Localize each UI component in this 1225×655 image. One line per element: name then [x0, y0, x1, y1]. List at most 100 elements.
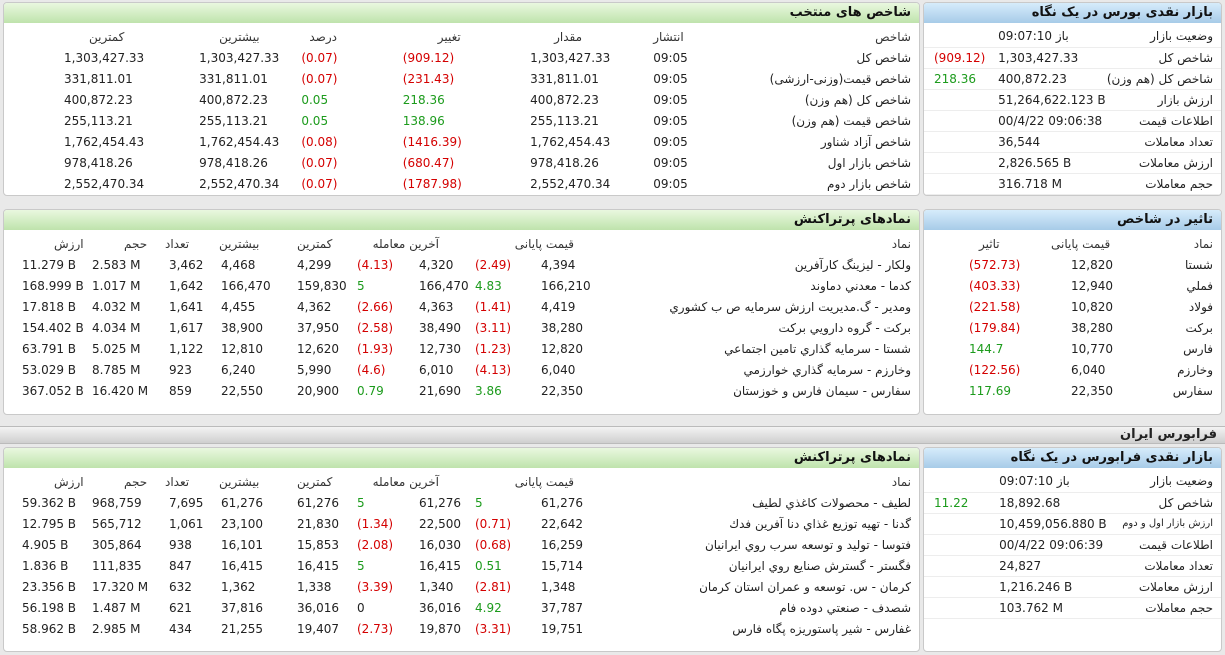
trade-value: 154.402 B	[22, 320, 84, 335]
index-name-link[interactable]: شاخص قیمت(وزنی-ارزشی)	[769, 71, 911, 86]
index-high: 978,418.26	[199, 155, 268, 170]
summary-row: تعداد معاملات 36,544	[924, 131, 1221, 153]
symbol-link[interactable]: فگستر - گسترش صنايع روي ايرانيان	[728, 558, 911, 573]
index-name-link[interactable]: شاخص کل (هم وزن)	[804, 92, 911, 107]
index-value: 400,872.23	[530, 92, 599, 107]
symbol-link[interactable]: ومدير - گ.مديريت ارزش سرمايه ص ب كشوري	[669, 299, 911, 314]
trending-row[interactable]: فگستر - گسترش صنايع روي ايرانيان 15,714 0.…	[4, 555, 919, 576]
summary-value: 00/4/22 09:06:38	[988, 110, 1106, 132]
trending-row[interactable]: گدنا - تهيه توزيع غذاي دنا آفرين فدك 22,6…	[4, 513, 919, 534]
trending-row[interactable]: بركت - گروه دارويي بركت 38,280 (3.11) 38,49…	[4, 317, 919, 338]
index-change: (909.12)	[402, 50, 455, 65]
trade-count: 859	[169, 383, 192, 398]
symbol-link[interactable]: وخارزم - سرمايه گذاري خوارزمي	[743, 362, 911, 377]
index-name-link[interactable]: شاخص بازار دوم	[827, 176, 911, 191]
selected-indices-table: شاخص انتشار مقدار تغییر درصد بیشترین کمت…	[4, 26, 919, 194]
symbol-link[interactable]: بركت	[1185, 320, 1213, 335]
summary-row: اطلاعات قیمت 00/4/22 09:06:39	[924, 534, 1221, 556]
trending-row[interactable]: كدما - معدني دماوند 166,210 4.83 166,470 5 15…	[4, 275, 919, 296]
symbol-link[interactable]: فولاد	[1188, 299, 1213, 314]
trade-count: 923	[169, 362, 192, 377]
impact-row[interactable]: فولاد 10,820 (221.58)	[924, 296, 1221, 317]
index-name-link[interactable]: شاخص قیمت (هم وزن)	[791, 113, 911, 128]
trending-row[interactable]: غفارس - شير پاستوريزه پگاه فارس 19,751 (3.…	[4, 618, 919, 639]
summary-change	[924, 26, 989, 48]
impact-row[interactable]: فارس 10,770 144.7	[924, 338, 1221, 359]
index-percent: (0.07)	[301, 176, 338, 191]
last-trade-price: 21,690	[419, 383, 461, 398]
symbol-link[interactable]: غفارس - شير پاستوريزه پگاه فارس	[732, 621, 911, 636]
index-row[interactable]: شاخص کل 09:05 1,303,427.33 (909.12) (0.07) 1,…	[4, 47, 919, 68]
trending-row[interactable]: شصدف - صنعتي دوده فام 37,787 4.92 36,016 0 36…	[4, 597, 919, 618]
last-trade-price: 166,470	[419, 278, 469, 293]
col-header-change: تغییر	[437, 29, 461, 44]
trending-row[interactable]: وخارزم - سرمايه گذاري خوارزمي 6,040 (4.13)…	[4, 359, 919, 380]
trade-count: 434	[169, 621, 192, 636]
symbol-link[interactable]: ولكار - ليزينگ كارآفرين	[794, 257, 911, 272]
symbol-link[interactable]: بركت - گروه دارويي بركت	[778, 320, 911, 335]
close-price: 4,394	[541, 257, 576, 272]
summary-row: حجم معاملات 316.718 M	[924, 173, 1221, 195]
trade-volume: 305,864	[92, 537, 142, 552]
index-row[interactable]: شاخص آزاد شناور 09:05 1,762,454.43 (1416.39…	[4, 131, 919, 152]
index-row[interactable]: شاخص کل (هم وزن) 09:05 400,872.23 218.36 0.0…	[4, 89, 919, 110]
trade-count: 1,122	[169, 341, 204, 356]
index-change: (1787.98)	[402, 176, 462, 191]
symbol-link[interactable]: لطيف - محصولات كاغذي لطيف	[752, 495, 911, 510]
symbol-link[interactable]: سفارس	[1172, 383, 1213, 398]
trade-count: 3,462	[169, 257, 204, 272]
summary-value: 36,544	[988, 131, 1106, 153]
symbol-link[interactable]: سفارس - سيمان فارس و خوزستان	[733, 383, 911, 398]
bourse-trending-panel: نمادهای پرتراکنش نماد قیمت پایانی آخرین …	[3, 209, 920, 415]
impact-value: 144.7	[969, 341, 1004, 356]
trending-row[interactable]: لطيف - محصولات كاغذي لطيف 61,276 5 61,276 5 6…	[4, 492, 919, 513]
symbol-link[interactable]: فملي	[1186, 278, 1213, 293]
trending-row[interactable]: ومدير - گ.مديريت ارزش سرمايه ص ب كشوري 4,…	[4, 296, 919, 317]
index-row[interactable]: شاخص بازار اول 09:05 978,418.26 (680.47) (0.…	[4, 152, 919, 173]
trade-value: 56.198 B	[22, 600, 77, 615]
trade-volume: 111,835	[92, 558, 142, 573]
impact-row[interactable]: شستا 12,820 (572.73)	[924, 254, 1221, 275]
symbol-link[interactable]: كدما - معدني دماوند	[810, 278, 911, 293]
index-time: 09:05	[653, 176, 688, 191]
summary-label: شاخص کل (هم وزن)	[1105, 68, 1221, 90]
impact-row[interactable]: فملي 12,940 (403.33)	[924, 275, 1221, 296]
symbol-link[interactable]: شستا	[1184, 257, 1213, 272]
index-row[interactable]: شاخص قیمت(وزنی-ارزشی) 09:05 331,811.01 (231…	[4, 68, 919, 89]
close-price: 22,350	[541, 383, 583, 398]
trade-volume: 4.034 M	[92, 320, 141, 335]
symbol-link[interactable]: شصدف - صنعتي دوده فام	[779, 600, 911, 615]
index-value: 331,811.01	[530, 71, 599, 86]
symbol-link[interactable]: گدنا - تهيه توزيع غذاي دنا آفرين فدك	[729, 516, 911, 531]
last-trade-price: 36,016	[419, 600, 461, 615]
impact-row[interactable]: سفارس 22,350 117.69	[924, 380, 1221, 401]
symbol-link[interactable]: فتوسا - توليد و توسعه سرب روي ايرانيان	[704, 537, 911, 552]
impact-row[interactable]: وخارزم 6,040 (122.56)	[924, 359, 1221, 380]
trending-row[interactable]: ولكار - ليزينگ كارآفرين 4,394 (2.49) 4,320 (…	[4, 254, 919, 275]
index-name-link[interactable]: شاخص کل	[856, 50, 911, 65]
impact-value: (221.58)	[969, 299, 1021, 314]
summary-change: 11.22	[924, 492, 990, 514]
impact-row[interactable]: بركت 38,280 (179.84)	[924, 317, 1221, 338]
close-change: (4.13)	[475, 362, 512, 377]
symbol-link[interactable]: كرمان - س. توسعه و عمران استان كرمان	[699, 579, 911, 594]
summary-label: اطلاعات قیمت	[1105, 110, 1221, 132]
trade-value: 63.791 B	[22, 341, 77, 356]
col-header-close-price: قیمت پایانی	[1051, 236, 1111, 251]
trending-row[interactable]: شستا - سرمايه گذاري تامين اجتماعي 12,820 (…	[4, 338, 919, 359]
trending-row[interactable]: فتوسا - توليد و توسعه سرب روي ايرانيان 16…	[4, 534, 919, 555]
symbol-link[interactable]: شستا - سرمايه گذاري تامين اجتماعي	[724, 341, 911, 356]
col-header-index: شاخص	[875, 29, 911, 44]
index-name-link[interactable]: شاخص بازار اول	[827, 155, 911, 170]
summary-label: حجم معاملات	[1105, 173, 1221, 195]
index-name-link[interactable]: شاخص آزاد شناور	[820, 134, 911, 149]
index-row[interactable]: شاخص بازار دوم 09:05 2,552,470.34 (1787.98)…	[4, 173, 919, 194]
last-trade-change: 0.79	[357, 383, 384, 398]
trending-row[interactable]: سفارس - سيمان فارس و خوزستان 22,350 3.86 21…	[4, 380, 919, 401]
symbol-link[interactable]: فارس	[1183, 341, 1213, 356]
trending-row[interactable]: كرمان - س. توسعه و عمران استان كرمان 1,34…	[4, 576, 919, 597]
symbol-link[interactable]: وخارزم	[1177, 362, 1213, 377]
col-header-count: تعداد	[165, 474, 190, 489]
index-row[interactable]: شاخص قیمت (هم وزن) 09:05 255,113.21 138.96 0…	[4, 110, 919, 131]
high-price: 16,101	[221, 537, 263, 552]
